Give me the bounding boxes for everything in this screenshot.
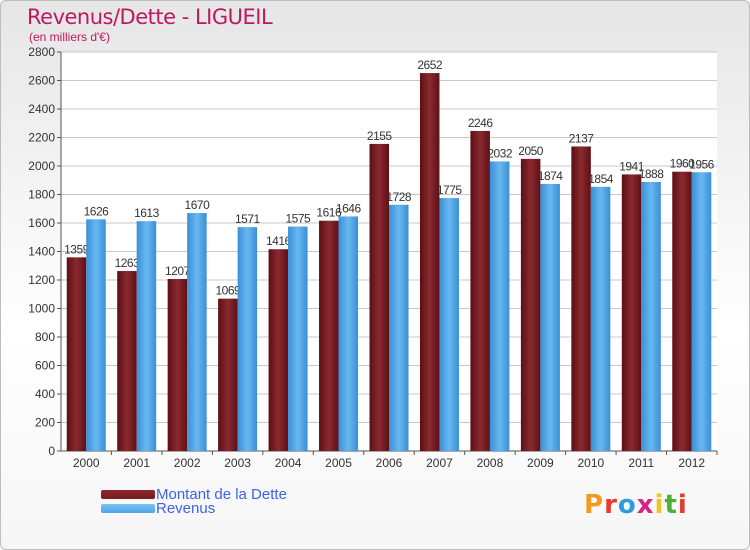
data-label-debt: 1960 [670, 157, 696, 171]
bar-revenue [439, 198, 459, 451]
data-label-debt: 1359 [64, 242, 90, 256]
data-label-debt: 2137 [569, 131, 595, 145]
data-label-debt: 1263 [115, 256, 141, 270]
data-label-revenue: 1575 [285, 212, 311, 226]
x-tick-label: 2012 [678, 456, 705, 470]
x-tick-label: 2006 [376, 456, 403, 470]
bar-revenue [590, 186, 611, 451]
y-tick-label: 2800 [28, 45, 55, 59]
y-tick-label: 2000 [28, 159, 55, 173]
legend-swatch-debt [101, 490, 155, 499]
bar-debt [470, 130, 490, 451]
data-label-debt: 2155 [367, 129, 393, 143]
y-tick-label: 200 [35, 416, 55, 430]
data-label-revenue: 2032 [487, 146, 513, 160]
x-tick-label: 2009 [527, 456, 554, 470]
bar-debt [369, 143, 389, 451]
y-tick-label: 1200 [28, 273, 55, 287]
proxiti-logo: Proxiti [584, 490, 688, 520]
x-tick-label: 2002 [174, 456, 201, 470]
bar-revenue [136, 221, 157, 451]
bar-debt [672, 171, 692, 451]
bar-debt [319, 220, 339, 451]
x-tick-label: 2005 [325, 456, 352, 470]
logo-letter: i [677, 490, 688, 520]
x-tick-label: 2004 [275, 456, 302, 470]
bar-revenue [187, 213, 207, 451]
bar-debt [621, 174, 642, 451]
data-label-debt: 2246 [468, 116, 494, 130]
bar-revenue [691, 172, 712, 451]
data-label-revenue: 1775 [437, 183, 463, 197]
x-tick-label: 2000 [73, 456, 100, 470]
y-tick-label: 1000 [28, 302, 55, 316]
data-label-revenue: 1670 [185, 198, 211, 212]
bar-debt [218, 298, 238, 451]
bar-debt [117, 271, 137, 451]
y-tick-label: 600 [35, 359, 55, 373]
bar-revenue [86, 219, 106, 451]
logo-letter: i [654, 490, 665, 520]
data-label-revenue: 1888 [639, 167, 665, 181]
bar-revenue [389, 204, 409, 451]
x-tick-label: 2003 [224, 456, 251, 470]
legend-swatch-revenue [101, 504, 155, 513]
x-tick-label: 2008 [477, 456, 504, 470]
bar-debt [268, 249, 289, 451]
logo-letter: r [604, 490, 618, 520]
legend-label-debt: Montant de la Dette [156, 486, 287, 503]
x-tick-label: 2007 [426, 456, 453, 470]
bar-debt [167, 279, 188, 451]
data-label-revenue: 1874 [538, 169, 564, 183]
bar-debt [419, 73, 440, 451]
data-label-revenue: 1854 [588, 172, 614, 186]
bar-revenue [540, 183, 560, 451]
bar-revenue [338, 216, 359, 451]
x-tick-label: 2001 [123, 456, 150, 470]
bar-debt [66, 257, 87, 451]
data-label-debt: 1207 [165, 264, 191, 278]
y-tick-label: 1600 [28, 216, 55, 230]
bar-revenue [288, 226, 308, 451]
bar-revenue [641, 181, 661, 451]
y-tick-label: 0 [48, 444, 55, 458]
data-label-debt: 2652 [417, 58, 443, 72]
y-tick-label: 2600 [28, 74, 55, 88]
bar-debt [571, 146, 591, 452]
x-tick-label: 2010 [577, 456, 604, 470]
bar-revenue [237, 227, 258, 451]
data-label-revenue: 1613 [134, 206, 160, 220]
bar-debt [520, 158, 541, 451]
y-tick-label: 800 [35, 330, 55, 344]
data-label-revenue: 1646 [336, 201, 362, 215]
data-label-revenue: 1728 [386, 190, 412, 204]
y-tick-label: 1400 [28, 245, 55, 259]
data-label-debt: 1069 [216, 284, 242, 298]
data-label-debt: 2050 [518, 144, 544, 158]
logo-letter: o [617, 490, 637, 520]
data-label-revenue: 1956 [689, 157, 715, 171]
x-tick-label: 2011 [628, 456, 654, 470]
legend-label-revenue: Revenus [156, 500, 216, 517]
y-tick-label: 2400 [28, 102, 55, 116]
data-label-revenue: 1626 [84, 204, 110, 218]
y-tick-label: 2200 [28, 131, 55, 145]
data-label-debt: 1416 [266, 234, 292, 248]
data-label-debt: 1941 [619, 159, 645, 173]
logo-letter: x [636, 490, 655, 520]
y-tick-label: 400 [35, 387, 55, 401]
chart-title: Revenus/Dette - LIGUEIL [27, 5, 273, 29]
bar-revenue [489, 161, 510, 451]
chart-subtitle: (en milliers d'€) [29, 30, 110, 44]
logo-letter: P [584, 490, 605, 520]
y-tick-label: 1800 [28, 188, 55, 202]
data-label-debt: 1616 [316, 206, 342, 220]
data-label-revenue: 1571 [235, 212, 261, 226]
logo-letter: t [664, 490, 678, 520]
